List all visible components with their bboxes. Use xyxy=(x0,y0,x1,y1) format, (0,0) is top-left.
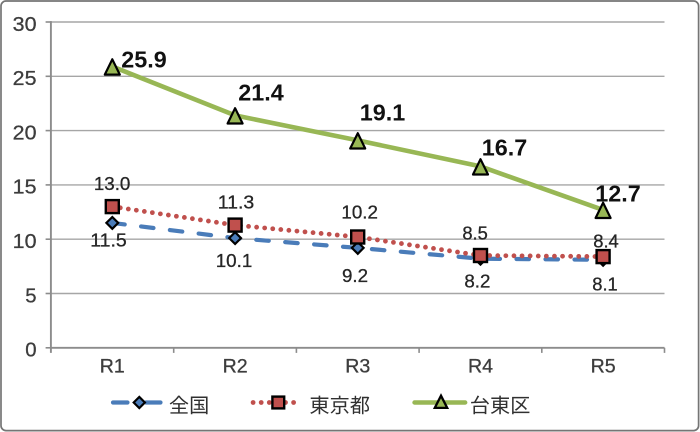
svg-text:13.0: 13.0 xyxy=(94,173,131,194)
svg-text:20: 20 xyxy=(13,122,37,144)
svg-text:10: 10 xyxy=(13,231,37,253)
svg-text:10.1: 10.1 xyxy=(216,250,253,271)
svg-text:12.7: 12.7 xyxy=(595,180,641,206)
svg-text:R2: R2 xyxy=(223,356,248,378)
svg-text:30: 30 xyxy=(13,14,37,36)
svg-text:21.4: 21.4 xyxy=(238,79,284,105)
svg-text:16.7: 16.7 xyxy=(482,134,528,160)
svg-text:R5: R5 xyxy=(591,356,616,378)
svg-text:15: 15 xyxy=(13,177,37,199)
svg-text:8.1: 8.1 xyxy=(592,274,618,295)
svg-text:25.9: 25.9 xyxy=(121,47,167,73)
svg-text:R3: R3 xyxy=(345,356,370,378)
svg-text:5: 5 xyxy=(25,285,36,307)
svg-text:8.5: 8.5 xyxy=(462,223,488,244)
svg-text:R4: R4 xyxy=(468,356,493,378)
svg-text:8.4: 8.4 xyxy=(593,230,619,251)
svg-text:8.2: 8.2 xyxy=(464,271,490,292)
svg-text:9.2: 9.2 xyxy=(342,265,368,286)
svg-text:R1: R1 xyxy=(100,356,125,378)
svg-text:0: 0 xyxy=(25,340,36,362)
svg-text:19.1: 19.1 xyxy=(360,99,406,125)
svg-text:25: 25 xyxy=(13,68,37,90)
svg-text:11.5: 11.5 xyxy=(90,230,127,251)
svg-text:11.3: 11.3 xyxy=(218,192,255,213)
svg-text:10.2: 10.2 xyxy=(341,201,378,222)
